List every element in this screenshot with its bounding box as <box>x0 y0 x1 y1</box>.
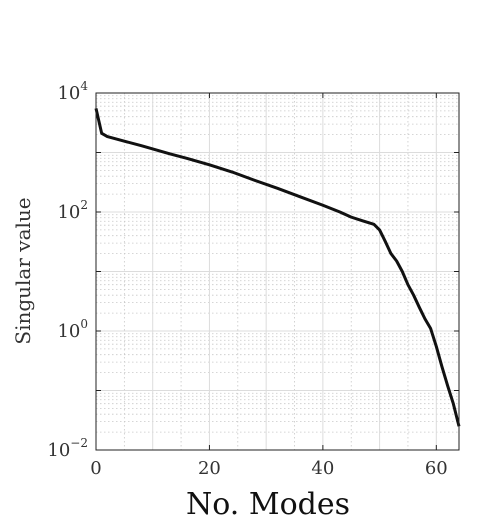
y-tick-label: 102 <box>57 198 88 223</box>
axis-ticks <box>95 92 459 451</box>
y-tick-labels: 10−2 100 102 104 <box>47 79 88 461</box>
series-line <box>94 108 461 427</box>
x-tick-label: 60 <box>425 458 448 479</box>
y-axis-label: Singular value <box>11 197 35 344</box>
x-axis-label: No. Modes <box>186 487 350 522</box>
x-tick-label: 20 <box>198 458 221 479</box>
minor-grid <box>96 93 459 450</box>
x-tick-label: 40 <box>311 458 334 479</box>
x-tick-label: 0 <box>90 458 101 479</box>
y-tick-label: 104 <box>57 79 88 104</box>
y-tick-label: 100 <box>57 317 88 342</box>
y-tick-label: 10−2 <box>47 436 88 461</box>
x-tick-labels: 0 20 40 60 <box>90 458 447 479</box>
